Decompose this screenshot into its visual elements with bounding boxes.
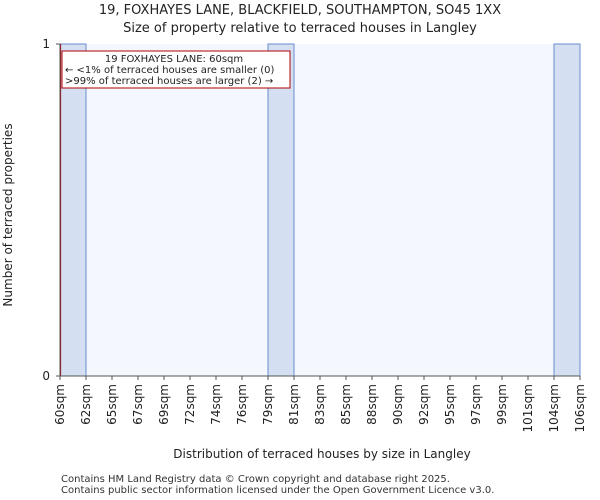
chart-subtitle: Size of property relative to terraced ho…	[123, 21, 477, 36]
x-tick-label: 99sqm	[495, 384, 509, 425]
x-tick-label: 90sqm	[391, 384, 405, 425]
x-tick-label: 79sqm	[261, 384, 275, 425]
y-ticks: 01	[42, 37, 60, 383]
x-tick-label: 65sqm	[105, 384, 119, 425]
y-tick-label: 1	[42, 37, 50, 51]
annotation-box: 19 FOXHAYES LANE: 60sqm ← <1% of terrace…	[61, 50, 291, 89]
x-tick-label: 101sqm	[521, 384, 535, 432]
bar-104sqm	[553, 43, 581, 377]
x-tick-label: 97sqm	[469, 384, 483, 425]
y-tick-label: 0	[42, 369, 50, 383]
y-axis-label: Number of terraced properties	[1, 123, 15, 306]
x-tick-label: 92sqm	[417, 384, 431, 425]
x-tick-label: 62sqm	[79, 384, 93, 425]
x-tick-label: 85sqm	[339, 384, 353, 425]
bar-60sqm	[59, 43, 87, 377]
x-tick-label: 104sqm	[547, 384, 561, 432]
x-tick-label: 72sqm	[183, 384, 197, 425]
x-axis-label: Distribution of terraced houses by size …	[173, 447, 470, 461]
chart-title: 19, FOXHAYES LANE, BLACKFIELD, SOUTHAMPT…	[98, 3, 502, 18]
x-tick-label: 67sqm	[131, 384, 145, 425]
x-tick-label: 74sqm	[209, 384, 223, 425]
x-tick-label: 106sqm	[573, 384, 587, 432]
footer-line-1: Contains HM Land Registry data © Crown c…	[61, 474, 450, 485]
annotation-line-1: 19 FOXHAYES LANE: 60sqm	[105, 54, 243, 65]
bars	[59, 43, 581, 377]
x-tick-label: 88sqm	[365, 384, 379, 425]
bar-79sqm	[267, 43, 295, 377]
x-tick-label: 83sqm	[313, 384, 327, 425]
x-ticks: 60sqm 62sqm 65sqm 67sqm 69sqm 72sqm 74sqm 76sqm…	[53, 376, 587, 432]
annotation-line-3: >99% of terraced houses are larger (2) →	[65, 76, 273, 87]
annotation-line-2: ← <1% of terraced houses are smaller (0)	[65, 65, 274, 76]
plot-area	[60, 44, 580, 376]
x-tick-label: 76sqm	[235, 384, 249, 425]
x-tick-label: 95sqm	[443, 384, 457, 425]
plot-background	[60, 44, 580, 376]
x-tick-label: 60sqm	[53, 384, 67, 425]
x-tick-label: 69sqm	[157, 384, 171, 425]
footer-line-2: Contains public sector information licen…	[61, 485, 495, 496]
annotation-frame	[61, 50, 291, 89]
x-tick-label: 81sqm	[287, 384, 301, 425]
